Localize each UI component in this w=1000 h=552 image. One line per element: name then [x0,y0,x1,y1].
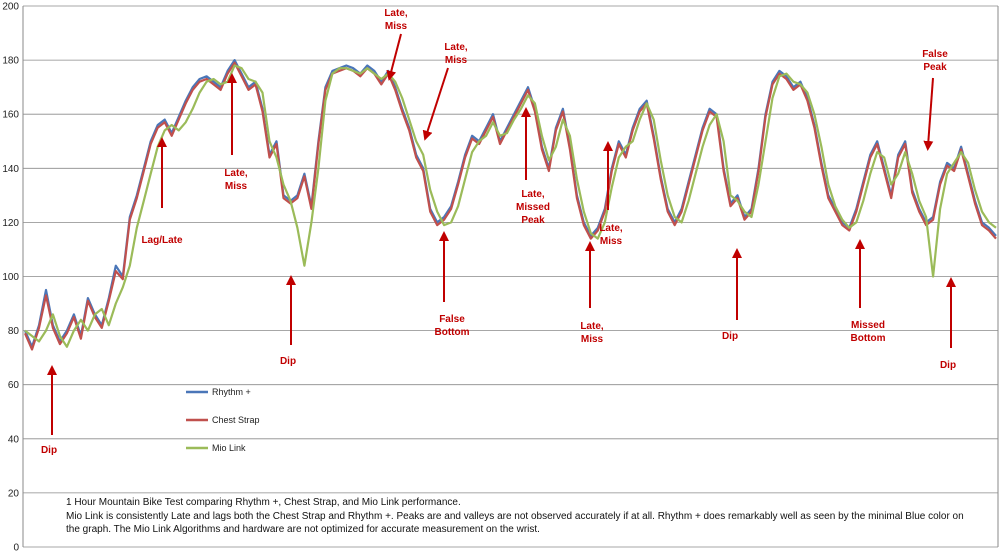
y-tick-label: 40 [8,434,20,445]
legend-entry: Mio Link [212,443,246,453]
annotation-label: Miss [581,334,604,345]
annotation: False Peak [922,49,948,151]
y-tick-label: 20 [8,488,20,499]
annotation-label: False [439,314,465,325]
annotation: Late, Miss [422,42,468,141]
annotation-label: Dip [280,356,296,367]
annotation: False Bottom [435,231,470,338]
annotation-label: Dip [722,331,738,342]
annotation-label: Dip [940,360,956,371]
annotation-label: Peak [521,215,545,226]
series-line-chest-strap [23,61,997,351]
annotation-label: Late, [224,168,248,179]
annotation-arrow [386,33,402,81]
annotation-label: Late, [444,42,468,53]
annotation-label: Late, [599,223,623,234]
caption-line-2: Mio Link is consistently Late and lags b… [66,510,964,522]
annotation-label: Miss [225,181,248,192]
annotation-arrow [422,67,449,141]
annotation-label: Peak [923,62,947,73]
annotation: Late, Miss [580,241,604,345]
annotation-arrow [923,77,934,151]
annotation: Late, Miss [599,141,623,247]
annotation-label: Missed [516,202,550,213]
annotation-label: Late, [521,189,545,200]
annotation: Lag/Late [141,137,183,246]
annotation: Missed Bottom [851,239,886,344]
y-tick-label: 120 [2,218,19,229]
caption-line-3: the graph. The Mio Link Algorithms and h… [66,524,540,535]
annotation: Dip [41,365,57,456]
annotation: Late, Miss [224,73,248,192]
annotation-label: Late, [384,8,408,19]
annotation-label: Miss [445,55,468,66]
annotation-label: False [922,49,948,60]
annotation-label: Miss [600,236,623,247]
gridlines [23,5,998,548]
annotation: Dip [940,277,956,371]
annotations: Dip Lag/Late Late, Miss Dip Late, Miss Late, Mis… [41,8,956,456]
series-line-rhythm [23,58,997,348]
series-line-mio-link [24,64,997,348]
y-tick-label: 80 [8,326,20,337]
annotation-label: Bottom [435,327,470,338]
y-tick-label: 160 [2,110,19,121]
annotation: Late, Missed Peak [516,107,550,226]
y-tick-label: 200 [2,2,19,13]
annotation-label: Dip [41,445,57,456]
legend: Rhythm + Chest Strap Mio Link [186,387,260,453]
y-tick-label: 0 [13,543,19,552]
annotation-label: Lag/Late [141,235,183,246]
y-tick-label: 140 [2,164,19,175]
legend-entry: Rhythm + [212,387,251,397]
annotation-label: Late, [580,321,604,332]
caption-line-1: 1 Hour Mountain Bike Test comparing Rhyt… [66,497,461,508]
y-tick-label: 60 [8,380,20,391]
y-tick-label: 180 [2,56,19,67]
series-lines [23,58,997,351]
annotation: Dip [280,275,296,367]
chart-caption: 1 Hour Mountain Bike Test comparing Rhyt… [66,496,986,537]
annotation-label: Miss [385,21,408,32]
annotation: Dip [722,248,742,342]
y-tick-label: 100 [2,272,19,283]
annotation: Late, Miss [384,8,408,81]
annotation-label: Missed [851,320,885,331]
annotation-label: Bottom [851,333,886,344]
legend-entry: Chest Strap [212,415,260,425]
